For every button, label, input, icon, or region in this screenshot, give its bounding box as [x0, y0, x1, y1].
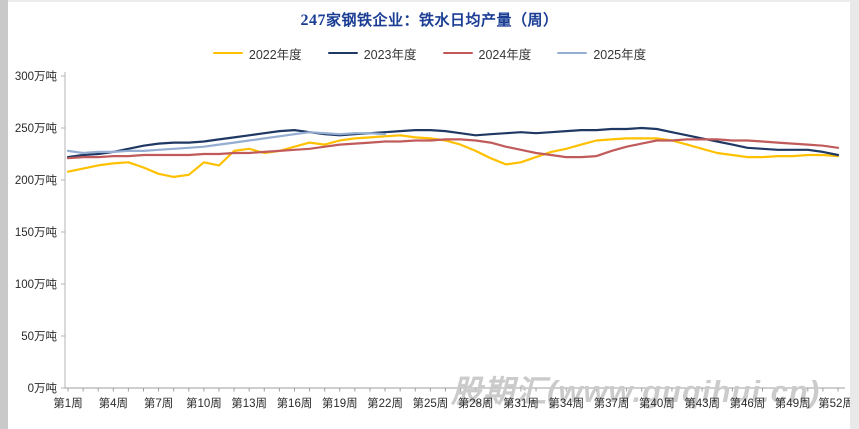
chart-legend: 2022年度 2023年度 2024年度 2025年度 — [0, 44, 859, 62]
chart-title-number: 247 — [300, 12, 326, 29]
legend-item-2022: 2022年度 — [212, 44, 302, 63]
legend-item-2024: 2024年度 — [442, 44, 532, 63]
series-line-2022年度 — [66, 134, 840, 179]
x-axis-label: 第10周 — [186, 396, 222, 410]
y-axis-label: 150万吨 — [15, 226, 58, 239]
legend-label-2025: 2025年度 — [593, 47, 647, 62]
x-axis-label: 第4周 — [99, 396, 128, 410]
legend-item-2025: 2025年度 — [557, 44, 646, 63]
legend-swatch-2022 — [212, 51, 243, 55]
left-border-strip — [0, 0, 8, 429]
x-axis-label: 第52周 — [818, 396, 854, 410]
x-axis-label: 第28周 — [458, 396, 494, 410]
y-axis-label: 200万吨 — [15, 174, 58, 187]
legend-swatch-2024 — [442, 51, 473, 55]
legend-swatch-2025 — [557, 51, 588, 55]
top-border-strip — [0, 0, 851, 2]
watermark-text: 股期汇(www.guqihui.cn) — [450, 374, 820, 409]
series-line-2024年度 — [66, 138, 840, 160]
x-axis-label: 第25周 — [412, 396, 448, 410]
legend-swatch-2023 — [327, 51, 358, 55]
y-axis-label: 50万吨 — [21, 330, 57, 343]
x-axis-label: 第7周 — [144, 396, 173, 410]
x-axis-label: 第46周 — [730, 396, 766, 410]
x-axis-label: 第40周 — [639, 396, 675, 410]
x-axis-label: 第1周 — [53, 396, 82, 410]
x-axis-label: 第49周 — [775, 396, 811, 410]
x-axis-label: 第34周 — [548, 396, 584, 410]
x-axis-label: 第37周 — [594, 396, 630, 410]
production-line-chart: 300万吨 250万吨 200万吨 150万吨 100万吨 50万吨 0万吨 股期汇(www.… — [15, 70, 854, 410]
x-axis-label: 第43周 — [684, 396, 720, 410]
y-axis-label: 100万吨 — [15, 278, 58, 291]
chart-title-text: 家钢铁企业：铁水日均产量（周） — [325, 12, 559, 29]
legend-item-2023: 2023年度 — [327, 44, 417, 63]
legend-label-2023: 2023年度 — [363, 47, 417, 62]
right-border-strip — [850, 0, 859, 429]
chart-title: 247家钢铁企业：铁水日均产量（周） — [0, 9, 859, 30]
legend-label-2022: 2022年度 — [248, 47, 302, 62]
x-axis-label: 第22周 — [367, 396, 403, 410]
x-axis-label: 第31周 — [503, 396, 539, 410]
x-axis-label: 第16周 — [277, 396, 313, 410]
legend-label-2024: 2024年度 — [478, 47, 532, 62]
series-line-2025年度 — [66, 131, 387, 155]
y-axis-label: 300万吨 — [15, 70, 58, 83]
x-axis-label: 第19周 — [322, 396, 358, 410]
y-axis-label: 0万吨 — [28, 382, 58, 395]
y-axis-label: 250万吨 — [15, 122, 58, 135]
x-axis-label: 第13周 — [231, 396, 267, 410]
